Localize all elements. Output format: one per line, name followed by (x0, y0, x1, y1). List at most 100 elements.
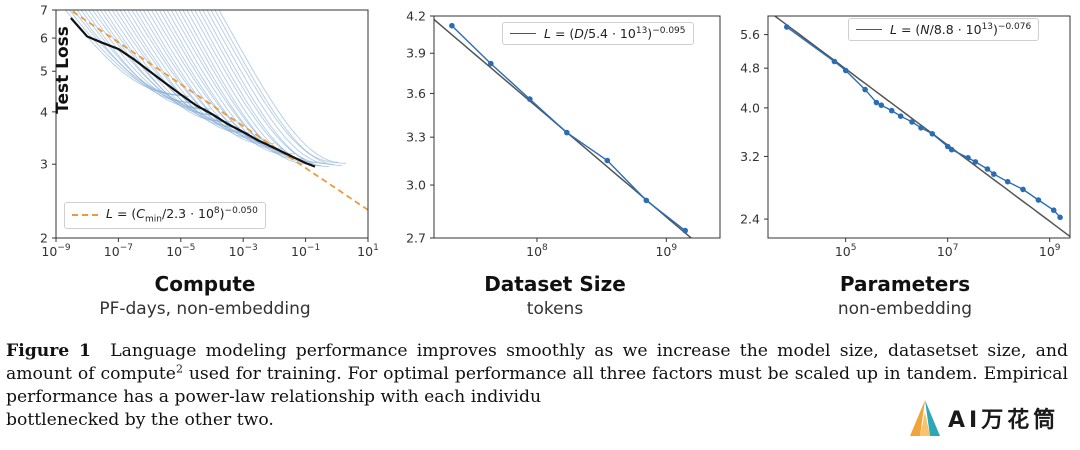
caption-footnote-mark: 2 (175, 362, 183, 376)
parameters-y-tick-label-2: 4.0 (740, 100, 760, 115)
dataset-legend: L = (D/5.4 · 1013)−0.095 (502, 22, 694, 46)
ai-flower-logo-icon (910, 400, 940, 436)
compute-chart-panel: Test Loss 10−9 10−7 10−5 10−3 10−1 101 2 3 4 5 6 7 … (0, 0, 380, 330)
parameters-data-point-12 (948, 146, 955, 153)
parameters-data-point-19 (1035, 197, 1042, 203)
compute-x-tick-label-0: 10−9 (41, 243, 70, 259)
compute-y-tick-label-1: 3 (40, 157, 48, 172)
parameters-data-point-2 (842, 67, 849, 74)
compute-x-tick-label-5: 101 (357, 243, 379, 259)
dataset-x-tick-label-0: 108 (526, 243, 548, 259)
parameters-data-point-4 (873, 99, 880, 106)
dataset-data-point-4 (604, 157, 611, 164)
dataset-y-tick-label-4: 3.9 (406, 46, 426, 61)
compute-y-tick-label-4: 6 (40, 31, 48, 46)
compute-legend-swatch (72, 214, 98, 217)
dataset-data-point-1 (488, 60, 494, 67)
parameters-x-tick-label-0: 105 (835, 243, 857, 259)
parameters-chart-panel: 105 107 109 2.4 3.2 4.0 4.8 5.6 L = (N/8.8 · 10… (730, 0, 1080, 330)
parameters-x-tick-label-1: 107 (937, 243, 959, 259)
compute-training-curve-28 (174, 10, 300, 160)
parameters-data-point-9 (918, 125, 924, 131)
dataset-title: Dataset Size (484, 272, 626, 296)
parameters-data-point-6 (888, 107, 895, 114)
compute-x-tick-label-2: 10−5 (166, 243, 195, 259)
dataset-data-point-0 (449, 22, 455, 29)
compute-plot-area (64, 10, 368, 211)
parameters-y-tick-label-3: 4.8 (740, 61, 760, 76)
dataset-chart: 108 109 2.7 3.0 3.3 3.6 3.9 4.2 (406, 9, 721, 259)
parameters-legend: L = (N/8.8 · 1013)−0.076 (848, 18, 1040, 42)
compute-training-curve-26 (166, 10, 292, 155)
compute-training-curve-10 (103, 10, 224, 122)
dataset-y-tick-label-1: 3.0 (406, 178, 426, 193)
compute-chart: 10−9 10−7 10−5 10−3 10−1 101 2 3 4 5 6 7 (40, 3, 379, 260)
dataset-subtitle: tokens (526, 299, 584, 319)
dataset-plot-area (434, 18, 693, 238)
parameters-data-point-1 (831, 58, 838, 65)
parameters-data-point-0 (784, 24, 790, 30)
dataset-data-line (451, 25, 686, 232)
dataset-legend-label: L = (D/5.4 · 1013)−0.095 (544, 26, 686, 42)
compute-training-curve-11 (107, 10, 228, 123)
dataset-fit-line (434, 18, 693, 238)
dataset-y-tick-label-5: 4.2 (406, 9, 426, 24)
parameters-data-point-7 (897, 113, 904, 119)
dataset-frame (433, 15, 721, 239)
parameters-data-line (786, 26, 1061, 218)
compute-training-curve-6 (88, 10, 207, 110)
compute-training-curve-39 (218, 10, 347, 164)
parameters-data-point-15 (984, 166, 991, 172)
dataset-y-tick-label-0: 2.7 (406, 231, 426, 246)
parameters-data-point-11 (944, 143, 951, 150)
compute-frame (55, 9, 369, 239)
parameters-data-point-13 (965, 155, 971, 161)
figure-caption: Figure 1 Language modeling performance i… (6, 340, 1068, 432)
compute-x-tick-label-4: 10−1 (291, 243, 320, 259)
parameters-y-tick-label-4: 5.6 (740, 27, 760, 42)
compute-frontier-line (70, 17, 316, 168)
compute-y-axis-label: Test Loss (53, 26, 73, 114)
compute-y-tick-label-3: 5 (40, 64, 48, 79)
compute-training-curve-34 (198, 10, 326, 164)
watermark-text: AI万花筒 (948, 408, 1060, 433)
parameters-subtitle: non-embedding (837, 299, 973, 319)
compute-training-curve-35 (202, 10, 330, 168)
parameters-data-point-20 (1050, 207, 1057, 213)
caption-text-2: used for training. For optimal performan… (6, 364, 1068, 407)
compute-x-tick-label-3: 10−3 (229, 243, 258, 259)
caption-text-3: bottlenecked by the other two. (6, 410, 274, 430)
compute-training-curve-37 (210, 10, 338, 163)
parameters-plot-area (773, 16, 1070, 238)
parameters-data-point-8 (909, 119, 915, 125)
parameters-data-point-17 (1004, 178, 1011, 185)
compute-legend-label: L = (Cmin/2.3 · 108)−0.050 (106, 206, 258, 225)
compute-training-curve-12 (111, 10, 232, 123)
compute-y-tick-label-2: 4 (40, 104, 48, 119)
dataset-y-tick-label-2: 3.3 (406, 130, 426, 145)
compute-y-tick-label-0: 2 (40, 231, 48, 246)
figure-label: Figure 1 (6, 341, 91, 361)
parameters-data-point-16 (991, 171, 997, 177)
compute-training-curve-29 (178, 10, 304, 160)
caption-text-1: Language modeling performance improves s… (6, 341, 1068, 384)
compute-y-tick-label-5: 7 (40, 3, 48, 18)
parameters-data-point-14 (972, 159, 979, 165)
compute-training-curve-20 (142, 10, 266, 145)
watermark: AI万花筒 (908, 395, 1059, 441)
parameters-y-tick-label-0: 2.4 (740, 212, 760, 227)
dataset-chart-panel: 108 109 2.7 3.0 3.3 3.6 3.9 4.2 L = (D/5.4 · 10… (380, 0, 730, 330)
compute-training-curve-13 (115, 10, 236, 128)
parameters-data-point-3 (862, 86, 868, 93)
parameters-fit-line (773, 16, 1070, 238)
compute-fit-line (68, 10, 368, 211)
parameters-x-tick-label-2: 109 (1039, 243, 1061, 259)
dataset-data-point-6 (682, 227, 688, 234)
compute-training-curve-25 (162, 10, 287, 155)
parameters-y-tick-label-1: 3.2 (740, 149, 760, 164)
compute-title: Compute (154, 272, 256, 296)
parameters-legend-label: L = (N/8.8 · 1013)−0.076 (890, 22, 1032, 38)
compute-training-curve-38 (214, 10, 343, 167)
dataset-data-point-5 (643, 197, 650, 204)
